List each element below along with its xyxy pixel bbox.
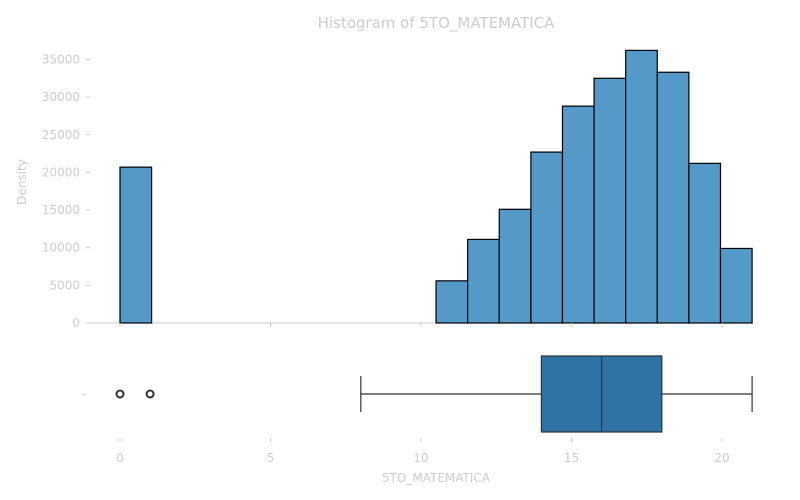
x-tick-label: 5 — [267, 451, 275, 465]
x-tick-label: 10 — [413, 451, 428, 465]
x-tick-label: 0 — [116, 451, 124, 465]
histogram-bar — [688, 162, 722, 324]
y-tick-label: 15000 — [42, 203, 80, 217]
chart-title: Histogram of 5TO_MATEMATICA — [318, 14, 556, 33]
histogram-bar — [656, 71, 690, 324]
y-tick-label: 35000 — [42, 52, 80, 66]
x-tick-label: 15 — [564, 451, 579, 465]
histogram-y-ticks: 0 5000 10000 15000 20000 25000 30000 35000 — [42, 52, 90, 330]
x-tick-label: 20 — [714, 451, 729, 465]
y-tick-label: 10000 — [42, 241, 80, 255]
y-tick-label: 20000 — [42, 165, 80, 179]
histogram-bar — [593, 77, 627, 324]
boxplot — [115, 355, 753, 433]
boxplot-y-tick-label: - — [83, 387, 87, 401]
x-axis-ticks: 0 5 10 15 20 — [116, 323, 730, 465]
histogram-bar — [625, 49, 658, 324]
boxplot-outlier — [145, 389, 155, 399]
y-tick-label: 0 — [72, 316, 80, 330]
y-tick-label: 5000 — [49, 278, 80, 292]
boxplot-outlier — [115, 389, 125, 399]
histogram-bar — [435, 280, 469, 324]
y-tick-label: 30000 — [42, 90, 80, 104]
histogram-bar — [561, 105, 595, 324]
histogram-bars — [119, 49, 753, 324]
histogram-bar — [467, 238, 500, 324]
histogram-bar — [498, 208, 532, 324]
y-axis-label: Density — [15, 159, 29, 205]
histogram-bar — [530, 151, 564, 324]
x-axis-label: 5TO_MATEMATICA — [382, 471, 491, 485]
histogram-bar — [719, 247, 753, 324]
histogram-bar — [119, 166, 153, 324]
y-tick-label: 25000 — [42, 128, 80, 142]
